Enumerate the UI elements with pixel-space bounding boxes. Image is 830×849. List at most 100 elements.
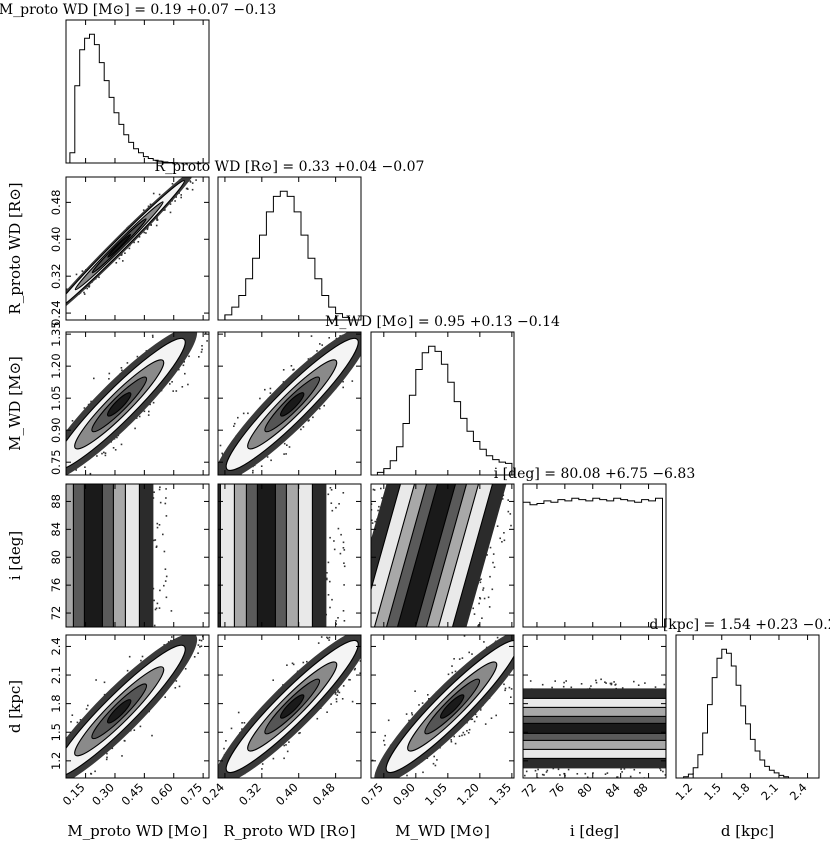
scatter-M_WD-vs-i (371, 484, 514, 627)
ytick-label-R_proto: 0.24 (49, 300, 63, 326)
title-R_proto: R_proto WD [R⊙] = 0.33 +0.04 −0.07 (155, 159, 425, 175)
xtick-label-M_proto: 0.60 (148, 780, 176, 808)
histogram-R_proto (218, 177, 361, 321)
ytick-label-d: 1.8 (49, 694, 63, 712)
panel-frame-M_proto-d (65, 634, 210, 779)
xtick-label-M_proto: 0.30 (89, 780, 117, 808)
density-band (523, 678, 666, 778)
histogram-i (522, 484, 666, 627)
xtick-label-d: 1.8 (730, 780, 753, 803)
xtick-label-R_proto: 0.40 (273, 780, 301, 808)
xtick-label-M_WD: 1.35 (486, 780, 514, 808)
density-band (371, 484, 512, 627)
title-d: d [kpc] = 1.54 +0.23 −0.24 (649, 617, 830, 633)
scatter-M_WD-vs-d (371, 635, 514, 778)
panel-frame-R_proto-d (217, 634, 362, 779)
histogram-step (69, 33, 179, 164)
panel-bg (218, 177, 361, 320)
histogram-M_WD (371, 332, 514, 476)
xtick-label-i: 80 (575, 780, 595, 800)
density-contour (256, 484, 276, 627)
ytick-label-R_proto: 0.32 (49, 263, 63, 289)
xtick-label-M_WD: 1.20 (454, 780, 482, 808)
panel-frame-R_proto-R_proto (217, 176, 362, 321)
xtick-label-M_WD: 1.05 (422, 780, 450, 808)
ytick-label-d: 1.2 (49, 752, 63, 770)
density-contour (523, 722, 666, 734)
ytick-label-d: 2.4 (49, 637, 63, 655)
ytick-label-M_WD: 0.90 (49, 417, 63, 443)
xtick-label-d: 1.2 (672, 780, 695, 803)
density-contour (279, 694, 305, 719)
panel-frame-M_WD-M_WD (370, 331, 515, 476)
ytick-label-M_WD: 0.75 (49, 449, 63, 475)
panel-bg (66, 20, 209, 163)
density-band (66, 484, 173, 627)
density-contour (83, 484, 103, 627)
scatter-M_proto-vs-i (66, 484, 209, 627)
ytick-label-i: 80 (49, 550, 63, 565)
density-contour (107, 233, 132, 258)
panel-frame-M_proto-M_proto (65, 19, 210, 164)
panel-frame-M_proto-i (65, 483, 210, 628)
panel-bg (523, 484, 666, 627)
panel-frame-i-d (522, 634, 667, 779)
panel-frame-M_WD-d (370, 634, 515, 779)
ytick-label-i: 84 (49, 522, 63, 537)
xtick-label-i: 84 (603, 780, 623, 800)
density-contour (396, 484, 457, 627)
histogram-step (522, 497, 663, 627)
panel-frame-M_WD-i (370, 483, 515, 628)
ytick-label-M_WD: 1.35 (49, 321, 63, 347)
xtick-label-d: 1.5 (701, 780, 724, 803)
scatter-R_proto-vs-d (218, 635, 361, 778)
ytick-label-M_WD: 1.20 (49, 353, 63, 379)
panel-frame-R_proto-M_WD (217, 331, 362, 476)
xtick-label-i: 88 (630, 780, 650, 800)
scatter-R_proto-vs-M_WD (218, 332, 361, 475)
xtick-label-M_proto: 0.45 (118, 780, 146, 808)
scatter-M_proto-vs-R_proto (66, 177, 209, 320)
xtick-label-i: 72 (519, 780, 539, 800)
ytick-label-i: 76 (49, 578, 63, 593)
xaxis-label-M_WD: M_WD [M⊙] (395, 822, 490, 840)
histogram-step (678, 648, 794, 779)
xaxis-label-d: d [kpc] (721, 822, 774, 840)
yaxis-label-R_proto: R_proto WD [R⊙] (6, 182, 24, 314)
panel-bg (371, 332, 514, 475)
xtick-label-R_proto: 0.48 (310, 780, 338, 808)
ytick-label-d: 1.5 (49, 723, 63, 741)
scatter-R_proto-vs-i (218, 484, 361, 627)
xtick-label-R_proto: 0.24 (199, 780, 227, 808)
density-band (218, 484, 346, 627)
xtick-label-i: 76 (547, 780, 567, 800)
yaxis-label-M_WD: M_WD [M⊙] (6, 356, 24, 451)
ytick-label-R_proto: 0.40 (49, 226, 63, 252)
title-i: i [deg] = 80.08 +6.75 −6.83 (494, 466, 695, 482)
scatter-M_proto-vs-d (66, 635, 209, 778)
scatter-M_proto-vs-M_WD (66, 332, 209, 475)
xaxis-label-R_proto: R_proto WD [R⊙] (223, 822, 355, 840)
xtick-label-R_proto: 0.32 (236, 780, 264, 808)
panel-frame-i-i (522, 483, 667, 628)
histogram-step (218, 190, 350, 321)
xtick-label-d: 2.4 (787, 780, 810, 803)
xtick-label-M_WD: 0.75 (358, 780, 386, 808)
xaxis-label-i: i [deg] (570, 822, 619, 840)
ytick-label-R_proto: 0.48 (49, 190, 63, 216)
ytick-label-i: 72 (49, 606, 63, 621)
panel-bg (66, 177, 209, 320)
xtick-label-d: 2.1 (758, 780, 781, 803)
yaxis-label-d: d [kpc] (6, 680, 24, 733)
scatter-i-vs-d (523, 635, 666, 778)
histogram-d (676, 635, 819, 779)
panel-frame-R_proto-i (217, 483, 362, 628)
histogram-M_proto (66, 20, 209, 164)
xtick-label-M_WD: 0.90 (390, 780, 418, 808)
density-contour (106, 699, 132, 724)
panel-frame-M_proto-M_WD (65, 331, 210, 476)
xtick-label-M_proto: 0.15 (60, 780, 88, 808)
xaxis-label-M_proto: M_proto WD [M⊙] (67, 822, 207, 840)
title-M_WD: M_WD [M⊙] = 0.95 +0.13 −0.14 (325, 314, 560, 330)
